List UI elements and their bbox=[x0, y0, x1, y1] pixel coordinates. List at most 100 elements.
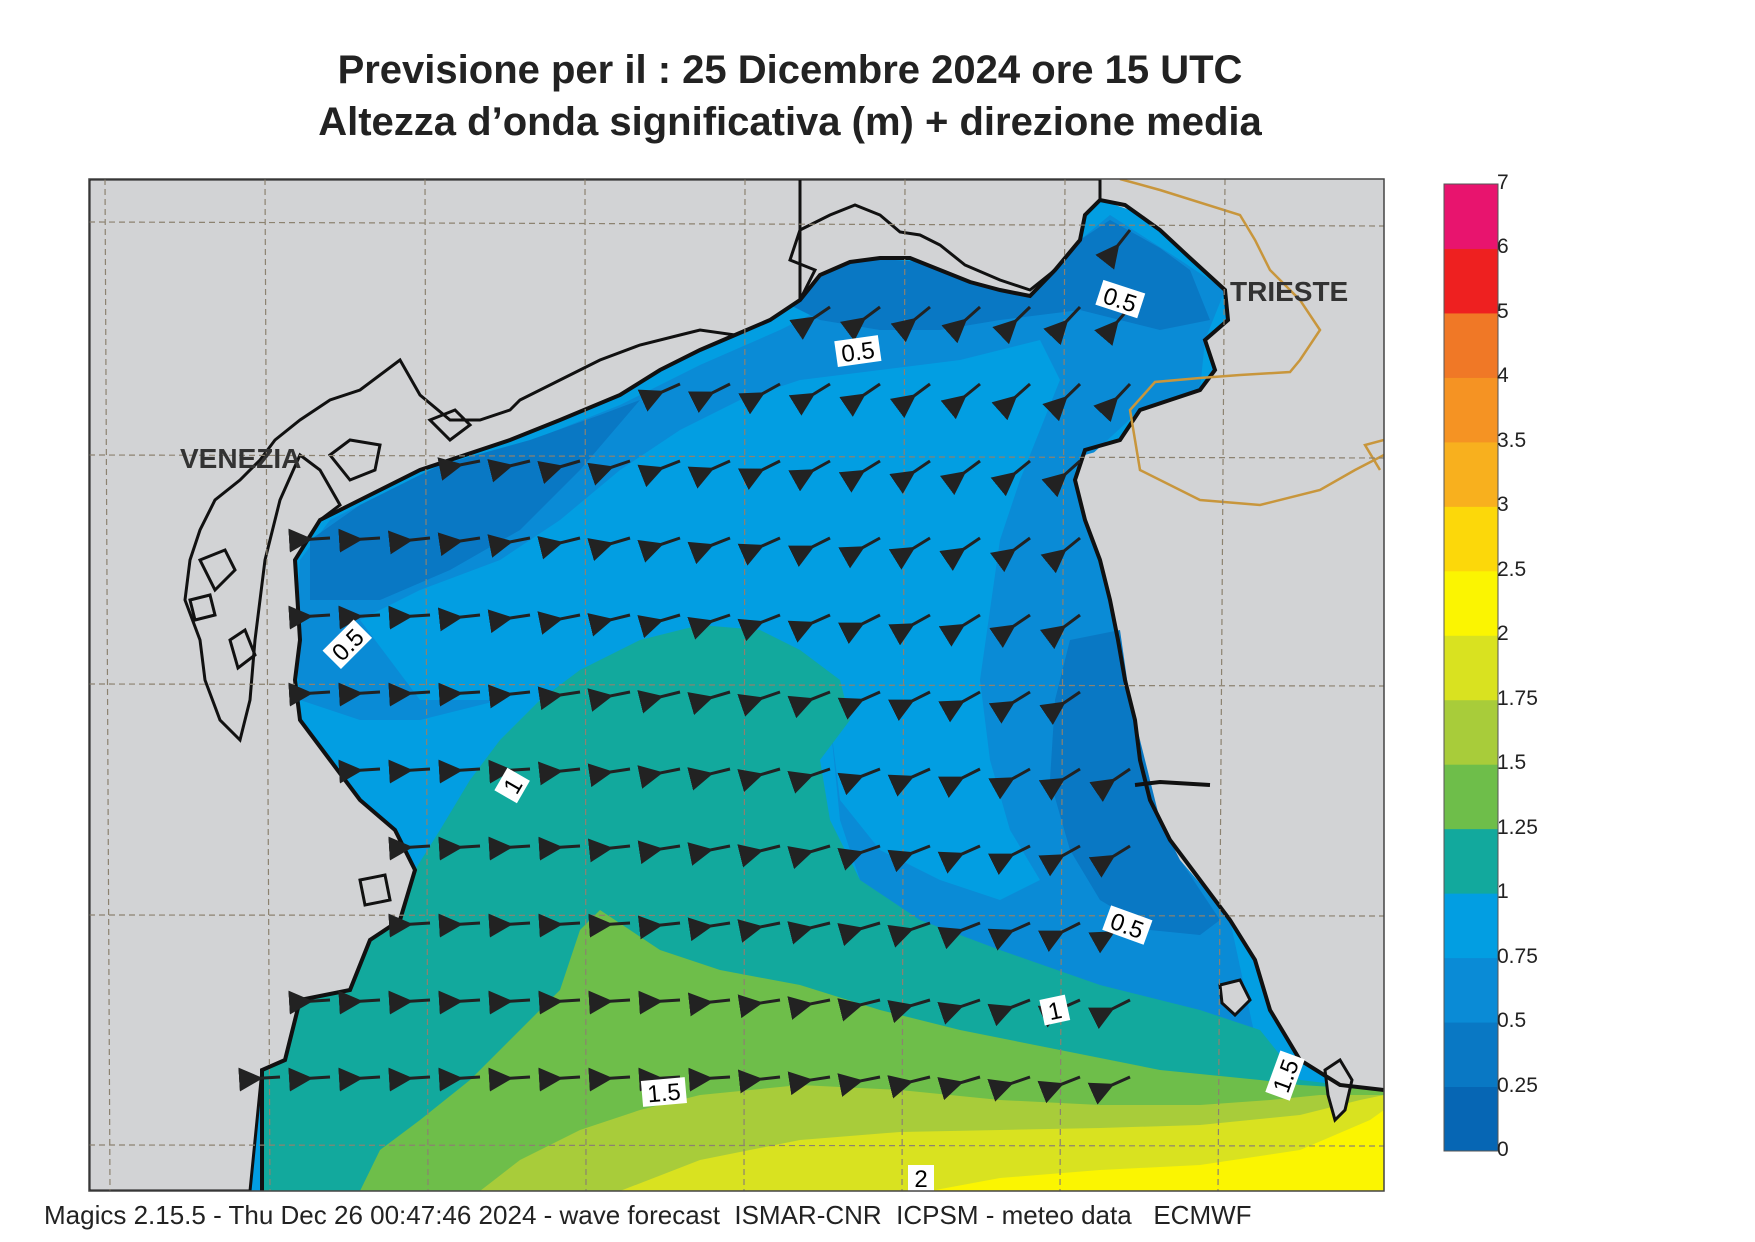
direction-arrow bbox=[787, 996, 831, 1020]
direction-arrow bbox=[637, 915, 681, 940]
contour-label: 0.5 bbox=[840, 337, 877, 368]
direction-arrow bbox=[737, 613, 781, 642]
direction-arrow bbox=[637, 459, 681, 488]
legend-tick-label: 0.25 bbox=[1497, 1073, 1538, 1097]
island bbox=[1134, 779, 1211, 787]
direction-arrow bbox=[937, 767, 981, 799]
direction-arrow bbox=[637, 382, 681, 412]
legend-swatch bbox=[1444, 893, 1498, 959]
direction-arrow bbox=[588, 1067, 631, 1092]
direction-arrow bbox=[1039, 690, 1081, 725]
direction-arrow bbox=[887, 844, 931, 873]
direction-arrow bbox=[1043, 305, 1082, 346]
direction-arrow bbox=[338, 682, 381, 707]
legend-swatch bbox=[1444, 635, 1498, 701]
direction-arrow bbox=[1093, 382, 1132, 423]
direction-arrow bbox=[587, 763, 631, 788]
legend-tick-label: 2.5 bbox=[1497, 557, 1527, 581]
direction-arrow bbox=[888, 613, 931, 646]
direction-arrow bbox=[687, 917, 731, 942]
direction-arrow bbox=[988, 767, 1031, 800]
direction-arrow bbox=[987, 1075, 1031, 1102]
direction-arrow bbox=[537, 459, 581, 485]
legend-tick-label: 0.75 bbox=[1497, 944, 1538, 968]
direction-arrow bbox=[788, 382, 831, 416]
direction-arrow bbox=[538, 1067, 581, 1092]
direction-arrow bbox=[687, 536, 731, 565]
legend-tick-label: 4 bbox=[1497, 364, 1509, 388]
direction-arrow bbox=[887, 690, 931, 722]
direction-arrow bbox=[987, 998, 1031, 1027]
direction-arrow bbox=[787, 613, 831, 643]
direction-arrow bbox=[637, 536, 681, 563]
colour-scale-legend bbox=[1443, 183, 1499, 1152]
legend-swatch bbox=[1444, 828, 1498, 894]
direction-arrow bbox=[537, 686, 581, 711]
direction-arrow bbox=[839, 305, 881, 342]
direction-arrow bbox=[687, 613, 731, 640]
direction-arrow bbox=[587, 838, 631, 863]
direction-arrow bbox=[737, 844, 781, 868]
direction-arrow bbox=[438, 990, 481, 1015]
direction-arrow bbox=[288, 682, 331, 707]
direction-arrow bbox=[787, 1071, 831, 1096]
direction-arrow bbox=[538, 836, 581, 861]
direction-arrow bbox=[587, 536, 631, 562]
direction-arrow bbox=[787, 536, 831, 568]
direction-arrow bbox=[288, 528, 331, 553]
direction-arrow bbox=[387, 530, 431, 555]
direction-arrow bbox=[437, 532, 481, 557]
direction-arrow bbox=[388, 682, 431, 707]
legend-frame bbox=[1443, 183, 1499, 1152]
direction-arrow bbox=[538, 990, 581, 1015]
direction-arrow bbox=[688, 1067, 731, 1092]
direction-arrow bbox=[438, 682, 481, 707]
direction-arrow bbox=[887, 921, 931, 948]
direction-arrow bbox=[787, 767, 831, 794]
direction-arrow bbox=[937, 1075, 981, 1101]
direction-arrow bbox=[787, 921, 831, 945]
legend-tick-label: 7 bbox=[1497, 171, 1509, 194]
national-border bbox=[1119, 179, 1384, 507]
map-frame bbox=[88, 178, 1385, 1192]
legend-tick-label: 3 bbox=[1497, 493, 1509, 517]
legend-tick-label: 5 bbox=[1497, 299, 1509, 323]
direction-arrow bbox=[737, 767, 781, 793]
legend-swatch bbox=[1444, 377, 1498, 443]
direction-arrow bbox=[937, 844, 981, 874]
direction-arrow bbox=[1089, 767, 1131, 802]
direction-arrow bbox=[288, 605, 331, 630]
direction-arrow bbox=[1037, 1075, 1081, 1104]
direction-arrow bbox=[1088, 844, 1131, 878]
direction-arrow bbox=[338, 990, 381, 1015]
legend-tick-label: 0 bbox=[1497, 1138, 1509, 1161]
direction-arrow bbox=[587, 459, 631, 486]
direction-arrow bbox=[487, 609, 531, 634]
direction-arrow bbox=[388, 836, 431, 861]
place-label-trieste: TRIESTE bbox=[1230, 276, 1348, 307]
legend-tick-label: 3.5 bbox=[1497, 428, 1527, 452]
direction-arrow bbox=[1087, 998, 1131, 1030]
direction-arrow bbox=[837, 844, 881, 871]
direction-arrow bbox=[838, 459, 881, 493]
direction-arrow bbox=[288, 990, 331, 1015]
direction-arrow bbox=[687, 382, 731, 414]
direction-arrow bbox=[488, 759, 531, 784]
legend-tick-label: 1 bbox=[1497, 880, 1509, 904]
direction-arrow bbox=[437, 607, 481, 632]
direction-arrow bbox=[1040, 536, 1081, 574]
direction-arrow bbox=[987, 921, 1031, 951]
contour-label: 1 bbox=[1046, 997, 1065, 1026]
credits-footer: Magics 2.15.5 - Thu Dec 26 00:47:46 2024… bbox=[44, 1200, 1252, 1230]
map-title-date: Previsione per il : 25 Dicembre 2024 ore… bbox=[337, 48, 1243, 92]
direction-arrow bbox=[588, 990, 631, 1015]
direction-arrow bbox=[488, 990, 531, 1015]
direction-arrow bbox=[787, 844, 831, 870]
direction-arrow bbox=[1095, 229, 1132, 270]
direction-arrow bbox=[438, 1067, 481, 1092]
direction-arrow bbox=[338, 1067, 381, 1092]
direction-arrow bbox=[737, 919, 781, 943]
direction-arrow bbox=[737, 459, 781, 491]
direction-arrow bbox=[887, 998, 931, 1024]
